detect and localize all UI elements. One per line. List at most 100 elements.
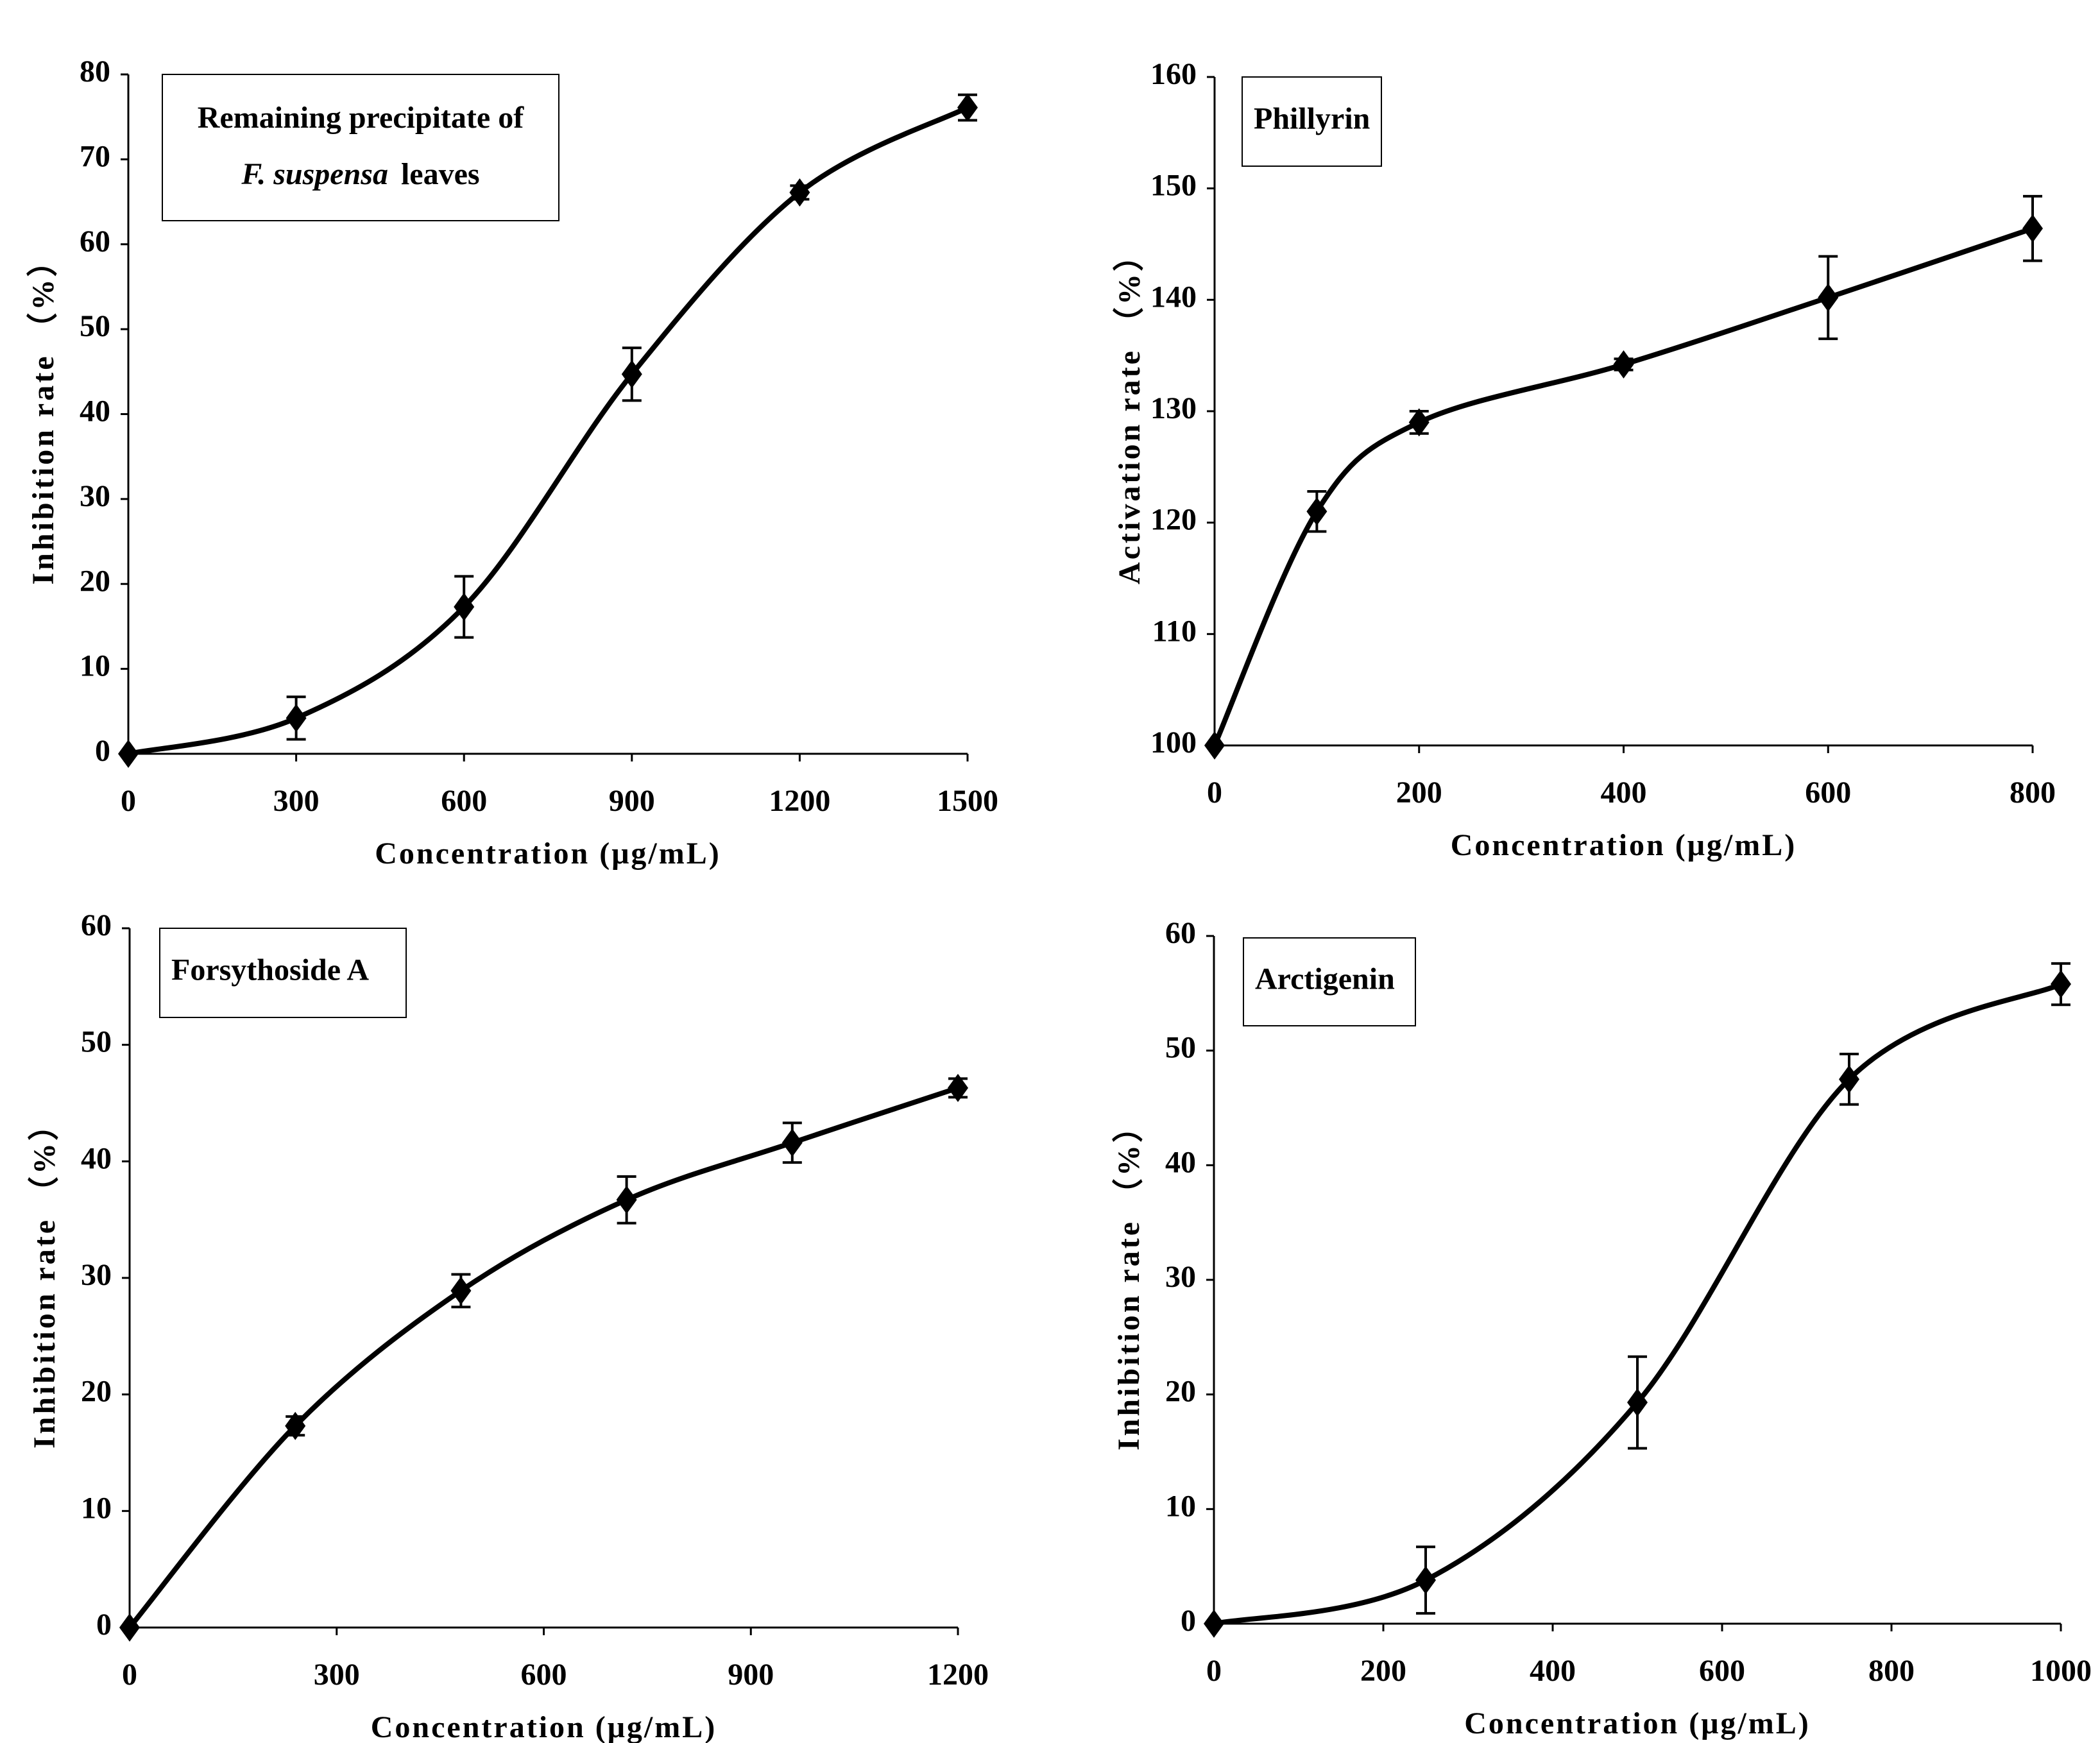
- chart-title: Forsythoside A: [171, 953, 369, 987]
- title-box: [162, 74, 559, 221]
- data-point: [621, 360, 642, 389]
- data-point: [2022, 214, 2043, 243]
- x-tick-label: 0: [1207, 776, 1222, 810]
- data-point: [285, 1411, 306, 1440]
- x-axis-label: Concentration (μg/mL): [375, 837, 721, 871]
- data-point: [119, 1613, 140, 1642]
- data-point: [286, 704, 307, 733]
- y-tick-label: 60: [80, 225, 110, 259]
- y-tick-label: 30: [80, 479, 110, 513]
- y-tick-label: 20: [80, 564, 110, 598]
- fit-curve: [1212, 226, 2034, 747]
- x-tick-label: 800: [1868, 1654, 1915, 1688]
- y-tick-label: 80: [80, 55, 110, 89]
- title-box: [1243, 937, 1416, 1026]
- y-tick-label: 40: [80, 395, 110, 429]
- x-tick-label: 800: [2010, 776, 2056, 810]
- y-tick-label: 110: [1152, 614, 1197, 648]
- y-tick-label: 60: [1165, 916, 1196, 950]
- title-box: [1242, 76, 1382, 167]
- data-point: [957, 93, 978, 122]
- data-point: [948, 1073, 968, 1102]
- x-tick-label: 1500: [937, 784, 998, 818]
- x-tick-label: 600: [1699, 1654, 1745, 1688]
- x-tick-label: 300: [273, 784, 320, 818]
- data-point: [1627, 1388, 1648, 1417]
- x-tick-label: 900: [728, 1658, 774, 1692]
- y-tick-label: 10: [81, 1491, 112, 1525]
- data-point: [1306, 497, 1327, 526]
- y-tick-label: 150: [1150, 169, 1197, 203]
- x-tick-label: 900: [609, 784, 655, 818]
- x-axis-label: Concentration (μg/mL): [371, 1710, 717, 1743]
- y-tick-label: 50: [1165, 1031, 1196, 1065]
- chart-panel: 100 110 120 130 140 150 160 0 200 400 600 800 Concen…: [1113, 57, 2056, 862]
- y-axis-label: Inhibition rate （%）: [28, 1107, 62, 1449]
- y-tick-label: 50: [81, 1025, 112, 1059]
- y-axis-label: Inhibition rate （%）: [26, 243, 60, 584]
- title-italic: F. suspensa: [241, 157, 388, 191]
- fit-curve: [1213, 982, 2062, 1626]
- y-tick-label: 20: [81, 1375, 112, 1409]
- x-tick-label: 600: [441, 784, 487, 818]
- y-tick-label: 30: [1165, 1260, 1196, 1294]
- x-tick-label: 0: [121, 784, 136, 818]
- x-tick-label: 400: [1530, 1654, 1576, 1688]
- data-point: [450, 1276, 472, 1305]
- y-tick-label: 10: [80, 649, 110, 683]
- data-point: [1818, 283, 1839, 312]
- y-tick-label: 0: [1181, 1604, 1196, 1638]
- data-point: [2051, 970, 2071, 999]
- data-point: [789, 178, 810, 207]
- data-point: [1204, 1610, 1224, 1638]
- chart-title: F. suspensa leaves: [241, 157, 479, 191]
- y-tick-label: 140: [1150, 280, 1197, 314]
- y-tick-label: 70: [80, 139, 110, 173]
- x-tick-label: 0: [1206, 1654, 1222, 1688]
- x-tick-label: 200: [1396, 776, 1442, 810]
- chart-title: Phillyrin: [1254, 102, 1370, 136]
- chart-title: Arctigenin: [1255, 962, 1395, 996]
- y-tick-label: 120: [1150, 503, 1197, 537]
- x-tick-label: 0: [122, 1658, 137, 1692]
- y-tick-label: 10: [1165, 1489, 1196, 1523]
- x-tick-label: 300: [314, 1658, 360, 1692]
- y-tick-label: 130: [1150, 391, 1197, 425]
- x-tick-label: 600: [1805, 776, 1851, 810]
- y-tick-label: 40: [1165, 1145, 1196, 1179]
- data-point: [1204, 731, 1225, 760]
- data-point: [1415, 1566, 1436, 1595]
- y-tick-label: 0: [95, 734, 110, 768]
- x-tick-label: 1000: [2030, 1654, 2092, 1688]
- chart-title: Remaining precipitate of: [198, 101, 524, 135]
- y-axis-label: Activation rate （%）: [1113, 238, 1147, 584]
- fit-curve: [127, 1085, 959, 1629]
- x-tick-label: 1200: [927, 1658, 989, 1692]
- y-tick-label: 60: [81, 908, 112, 942]
- y-tick-label: 20: [1165, 1375, 1196, 1409]
- data-point: [616, 1186, 637, 1214]
- data-point: [1839, 1065, 1859, 1094]
- x-tick-label: 600: [521, 1658, 567, 1692]
- y-tick-label: 50: [80, 309, 110, 343]
- data-point: [781, 1128, 803, 1157]
- y-axis-label: Inhibition rate （%）: [1112, 1109, 1146, 1450]
- y-tick-label: 40: [81, 1141, 112, 1175]
- data-point: [1408, 408, 1430, 437]
- x-axis-label: Concentration (μg/mL): [1464, 1706, 1810, 1740]
- chart-panel: 0 10 20 30 40 50 60 70 80 0 300 600 900 1200 1500 Conce…: [26, 55, 998, 871]
- data-point: [118, 740, 139, 768]
- x-tick-label: 1200: [769, 784, 830, 818]
- x-tick-label: 400: [1601, 776, 1647, 810]
- y-tick-label: 30: [81, 1258, 112, 1292]
- x-tick-label: 200: [1360, 1654, 1406, 1688]
- x-axis-label: Concentration (μg/mL): [1451, 828, 1797, 862]
- y-tick-label: 100: [1150, 726, 1197, 760]
- title-box: [159, 928, 407, 1018]
- data-point: [454, 592, 475, 621]
- y-tick-label: 0: [96, 1608, 112, 1642]
- title-rest: leaves: [401, 157, 480, 191]
